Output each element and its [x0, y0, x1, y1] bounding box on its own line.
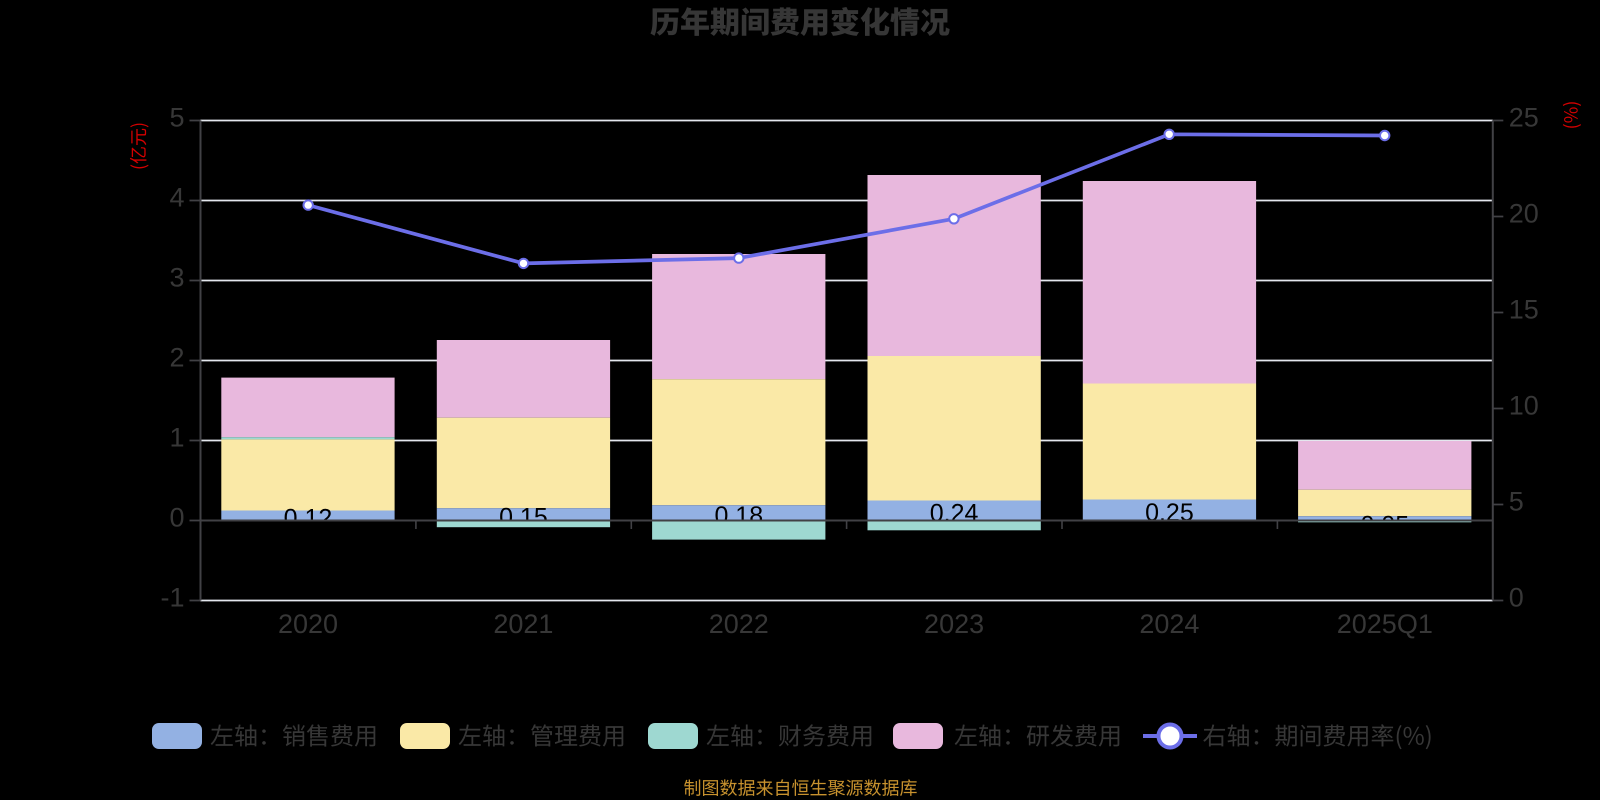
svg-text:2024: 2024	[1139, 609, 1199, 639]
svg-text:2022: 2022	[709, 609, 769, 639]
svg-text:15: 15	[1509, 295, 1539, 325]
svg-text:1: 1	[169, 423, 184, 453]
svg-text:2: 2	[169, 343, 184, 373]
svg-text:2023: 2023	[924, 609, 984, 639]
svg-text:25: 25	[1509, 103, 1539, 133]
svg-text:4: 4	[169, 183, 184, 213]
svg-text:5: 5	[169, 103, 184, 133]
svg-text:0.05: 0.05	[1360, 512, 1409, 540]
svg-text:0: 0	[169, 503, 184, 533]
svg-text:2025Q1: 2025Q1	[1337, 609, 1433, 639]
svg-text:0: 0	[1509, 583, 1524, 613]
svg-text:20: 20	[1509, 199, 1539, 229]
svg-text:0.12: 0.12	[284, 505, 333, 533]
svg-text:2020: 2020	[278, 609, 338, 639]
svg-text:5: 5	[1509, 487, 1524, 517]
svg-text:0.25: 0.25	[1145, 499, 1194, 527]
svg-text:-1: -1	[160, 583, 184, 613]
svg-text:2021: 2021	[493, 609, 553, 639]
svg-text:3: 3	[169, 263, 184, 293]
svg-text:10: 10	[1509, 391, 1539, 421]
